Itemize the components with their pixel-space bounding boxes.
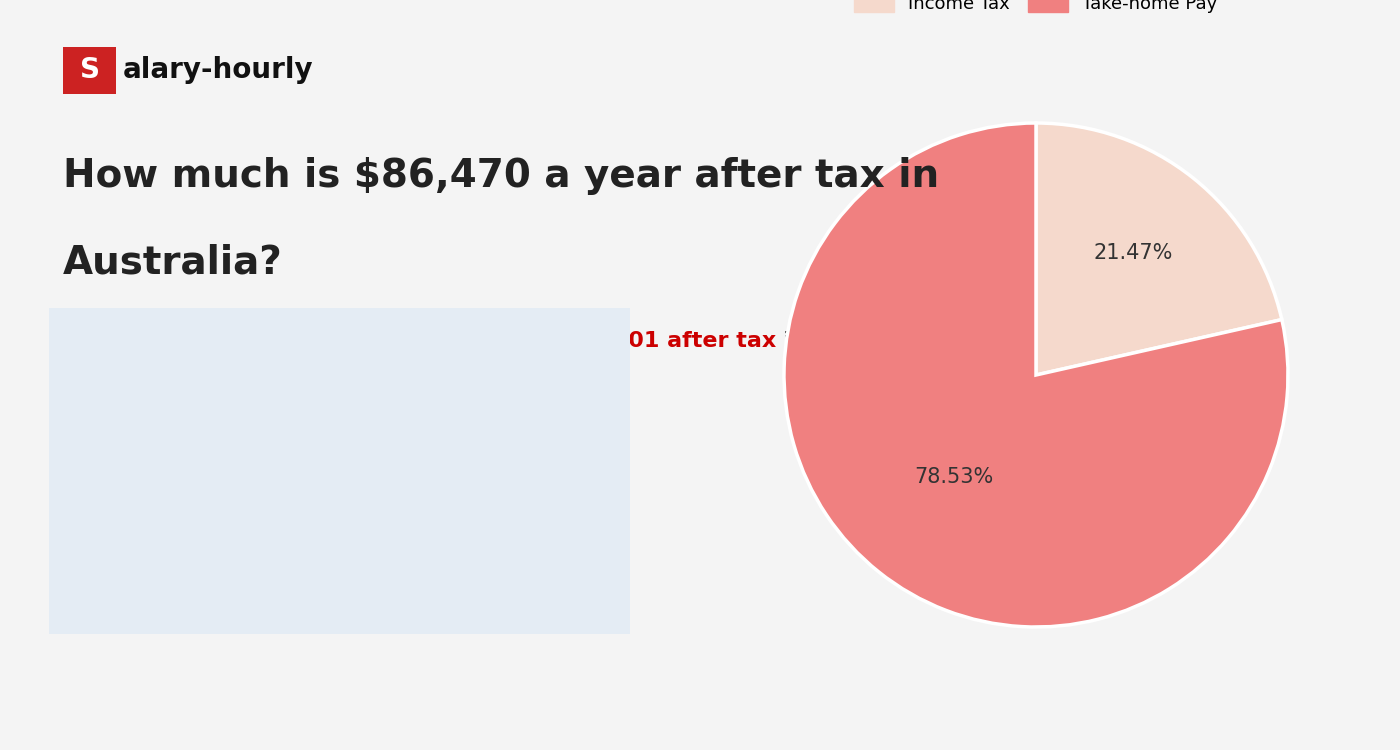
Text: •  Gross pay: $86,470: • Gross pay: $86,470 [94,436,337,456]
Wedge shape [784,123,1288,627]
Text: Australia for a resident.: Australia for a resident. [67,375,329,394]
Text: A Yearly salary of $86,470 is approximately: A Yearly salary of $86,470 is approximat… [67,332,557,351]
Text: Australia?: Australia? [63,244,283,281]
Text: in: in [776,332,804,351]
Wedge shape [1036,123,1282,375]
Text: S: S [80,56,99,85]
Text: •  Income Tax: $18,569: • Income Tax: $18,569 [94,489,354,508]
Text: How much is $86,470 a year after tax in: How much is $86,470 a year after tax in [63,158,939,195]
Text: •  Take-home pay: $67,901: • Take-home pay: $67,901 [94,542,395,561]
Text: 78.53%: 78.53% [914,467,994,488]
Legend: Income Tax, Take-home Pay: Income Tax, Take-home Pay [847,0,1225,20]
Text: 21.47%: 21.47% [1093,243,1173,263]
Text: $67,901 after tax: $67,901 after tax [557,332,776,351]
Text: alary-hourly: alary-hourly [123,56,314,85]
